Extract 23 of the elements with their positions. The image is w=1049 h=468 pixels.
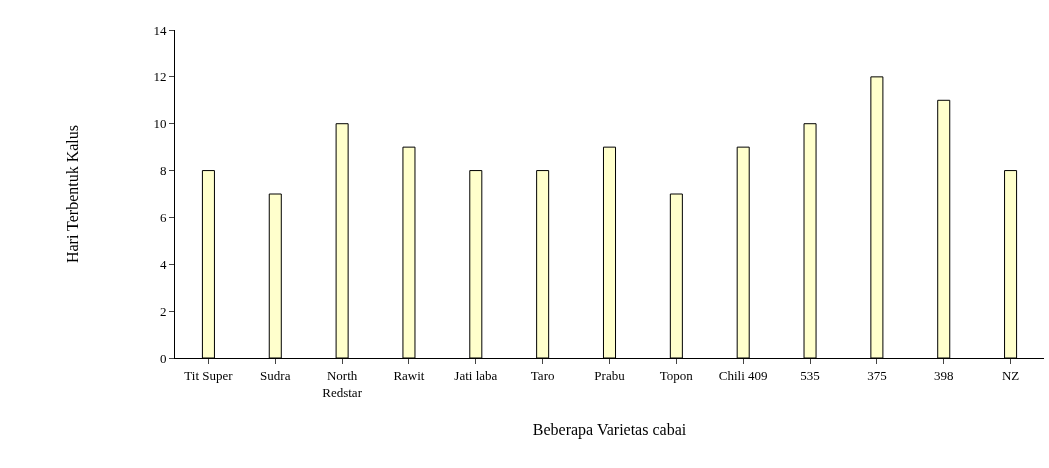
x-tick-label: Prabu — [594, 367, 626, 383]
x-tick-label: Tit Super — [184, 367, 234, 383]
x-tick-label: 535 — [800, 367, 820, 383]
y-tick-label: 10 — [153, 116, 167, 132]
x-tick-label: North Redstar — [322, 367, 363, 400]
y-tick-label: 14 — [153, 22, 167, 38]
x-tick-label: 375 — [867, 367, 887, 383]
y-tick-label: 12 — [153, 69, 167, 85]
y-tick-label: 4 — [159, 256, 167, 272]
x-tick-label: Sudra — [260, 367, 291, 383]
x-tick-label: Jati laba — [454, 367, 498, 383]
x-tick-label: Topon — [659, 367, 694, 383]
x-tick-label: Chili 409 — [718, 367, 768, 383]
x-axis-title: Beberapa Varietas cabai — [532, 421, 687, 440]
y-tick-label: 0 — [159, 350, 167, 366]
x-tick-label: Rawit — [393, 367, 425, 383]
x-tick-label: 398 — [933, 367, 954, 383]
y-tick-label: 6 — [159, 209, 167, 225]
x-tick-label: Taro — [530, 367, 555, 383]
x-tick-label: NZ — [1001, 367, 1020, 383]
y-tick-label: 2 — [159, 303, 167, 319]
y-axis-title: Hari Terbentuk Kalus — [64, 124, 82, 264]
y-tick-label: 8 — [159, 163, 167, 179]
